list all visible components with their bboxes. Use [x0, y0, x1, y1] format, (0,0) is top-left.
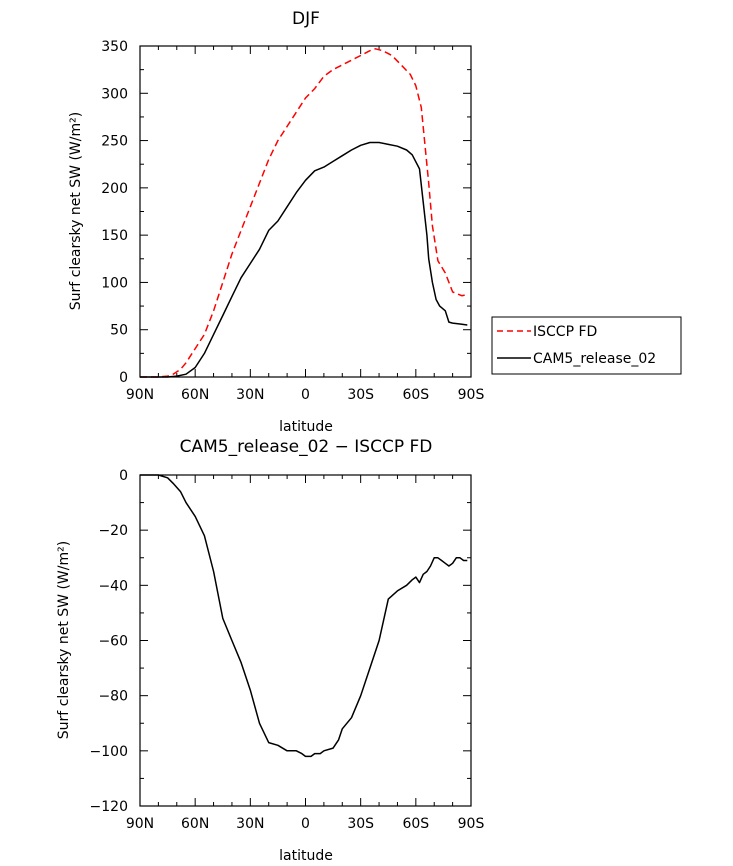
legend-label-isccp-fd: ISCCP FD — [533, 324, 597, 340]
y-tick-label: 150 — [101, 228, 128, 244]
y-tick-label: −120 — [90, 799, 128, 815]
bottom-y-label: Surf clearsky net SW (W/m²) — [56, 541, 72, 739]
top-y-label: Surf clearsky net SW (W/m²) — [68, 112, 84, 310]
x-tick-label: 60N — [181, 387, 209, 403]
y-tick-label: 300 — [101, 86, 128, 102]
x-tick-label: 90S — [458, 387, 485, 403]
x-tick-label: 30N — [236, 387, 264, 403]
y-tick-label: −60 — [98, 634, 128, 650]
bottom-x-label: latitude — [279, 848, 333, 864]
x-tick-label: 30S — [347, 387, 374, 403]
x-tick-label: 60N — [181, 816, 209, 832]
legend-box — [491, 316, 682, 375]
top-lines — [140, 48, 468, 378]
y-tick-label: 0 — [119, 370, 128, 386]
y-tick-label: −80 — [98, 689, 128, 705]
bottom-lines — [140, 474, 468, 758]
series-line-isccp-fd — [140, 48, 468, 378]
y-tick-label: 100 — [101, 275, 128, 291]
bottom-ticks: 90N 60N 30N 0 30S 60S 90S −120 −100 −80 −60 −40 −20 0 — [90, 468, 485, 832]
x-tick-label: 0 — [301, 387, 310, 403]
bottom-plot-frame — [139, 474, 472, 807]
y-tick-label: 250 — [101, 134, 128, 150]
legend: ISCCP FD CAM5_release_02 — [491, 316, 682, 375]
x-tick-label: 0 — [301, 816, 310, 832]
top-panel: DJF latitude Surf clearsky net SW (W/m²)… — [68, 9, 484, 435]
y-tick-label: −40 — [98, 578, 128, 594]
legend-label-cam5: CAM5_release_02 — [533, 351, 656, 367]
bottom-title: CAM5_release_02 − ISCCP FD — [180, 437, 433, 457]
y-tick-label: −20 — [98, 523, 128, 539]
y-tick-label: 0 — [119, 468, 128, 484]
x-tick-label: 60S — [402, 387, 429, 403]
x-tick-label: 60S — [402, 816, 429, 832]
top-ticks: 90N 60N 30N 0 30S 60S 90S 0 50 100 150 200 250 300 350 — [101, 39, 484, 403]
y-tick-label: 350 — [101, 39, 128, 55]
x-tick-label: 30N — [236, 816, 264, 832]
x-tick-label: 90N — [126, 816, 154, 832]
y-tick-label: 200 — [101, 181, 128, 197]
x-tick-label: 30S — [347, 816, 374, 832]
y-tick-label: 50 — [110, 323, 128, 339]
top-title: DJF — [292, 9, 320, 29]
y-tick-label: −100 — [90, 744, 128, 760]
series-line-difference — [140, 474, 468, 758]
top-plot-frame — [139, 45, 472, 378]
x-tick-label: 90N — [126, 387, 154, 403]
x-tick-label: 90S — [458, 816, 485, 832]
series-line-cam5-release-02 — [140, 141, 468, 378]
top-x-label: latitude — [279, 419, 333, 435]
bottom-panel: CAM5_release_02 − ISCCP FD latitude Surf… — [56, 437, 484, 864]
